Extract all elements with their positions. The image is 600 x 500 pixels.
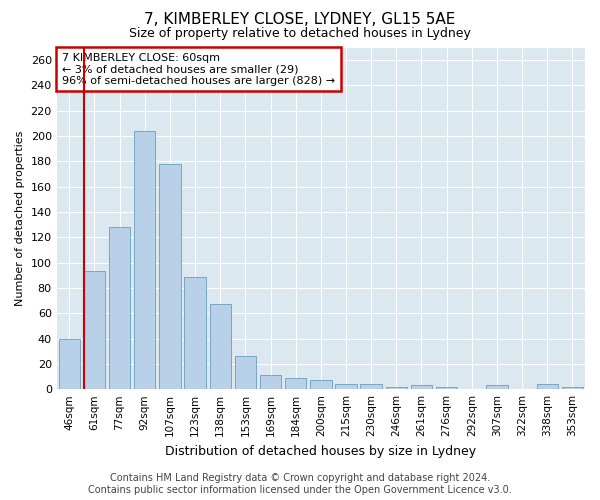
- Text: 7 KIMBERLEY CLOSE: 60sqm
← 3% of detached houses are smaller (29)
96% of semi-de: 7 KIMBERLEY CLOSE: 60sqm ← 3% of detache…: [62, 52, 335, 86]
- Bar: [411, 386, 432, 389]
- Text: Size of property relative to detached houses in Lydney: Size of property relative to detached ho…: [129, 28, 471, 40]
- Bar: [486, 386, 508, 389]
- Bar: [134, 131, 155, 389]
- Bar: [260, 376, 281, 389]
- Bar: [235, 356, 256, 389]
- Text: 7, KIMBERLEY CLOSE, LYDNEY, GL15 5AE: 7, KIMBERLEY CLOSE, LYDNEY, GL15 5AE: [145, 12, 455, 28]
- Bar: [436, 386, 457, 389]
- Bar: [59, 338, 80, 389]
- X-axis label: Distribution of detached houses by size in Lydney: Distribution of detached houses by size …: [165, 444, 476, 458]
- Bar: [209, 304, 231, 389]
- Bar: [285, 378, 307, 389]
- Bar: [109, 227, 130, 389]
- Bar: [159, 164, 181, 389]
- Bar: [335, 384, 356, 389]
- Bar: [361, 384, 382, 389]
- Bar: [386, 386, 407, 389]
- Bar: [184, 276, 206, 389]
- Bar: [536, 384, 558, 389]
- Y-axis label: Number of detached properties: Number of detached properties: [15, 130, 25, 306]
- Text: Contains HM Land Registry data © Crown copyright and database right 2024.
Contai: Contains HM Land Registry data © Crown c…: [88, 474, 512, 495]
- Bar: [310, 380, 332, 389]
- Bar: [84, 272, 105, 389]
- Bar: [562, 386, 583, 389]
